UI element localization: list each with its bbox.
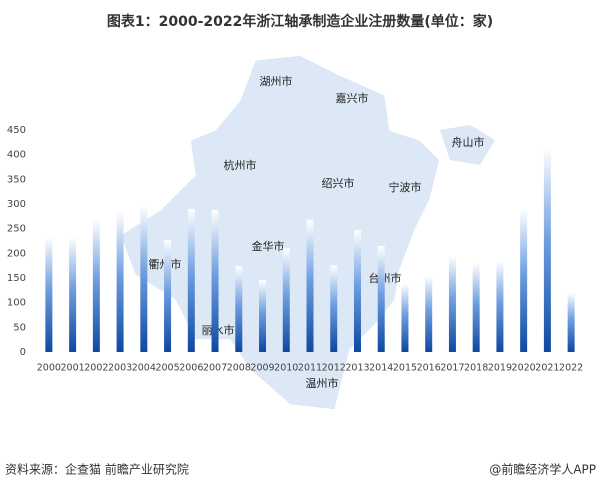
x-tick-label: 2022 (559, 363, 583, 374)
map-label: 金华市 (252, 239, 285, 253)
bar (567, 292, 575, 352)
x-tick-label: 2009 (250, 363, 274, 374)
bar (259, 279, 267, 352)
x-tick-label: 2000 (37, 363, 61, 374)
map-label: 温州市 (306, 376, 339, 390)
chart-title: 图表1：2000-2022年浙江轴承制造企业注册数量(单位：家) (107, 13, 493, 30)
map-label: 台州市 (369, 271, 402, 285)
bar (401, 283, 409, 352)
x-tick-label: 2004 (132, 363, 156, 374)
bar (164, 240, 172, 352)
map-label: 宁波市 (389, 180, 422, 194)
x-tick-label: 2013 (345, 363, 369, 374)
y-tick-label: 400 (7, 150, 26, 161)
x-tick-label: 2018 (464, 363, 488, 374)
bar (496, 260, 504, 352)
bar (116, 211, 124, 352)
bar (306, 219, 314, 352)
y-tick-label: 300 (7, 199, 26, 210)
bar (448, 255, 456, 352)
bar (140, 204, 148, 352)
x-tick-label: 2002 (84, 363, 108, 374)
x-tick-label: 2015 (393, 363, 417, 374)
source: 资料来源：企查猫 前瞻产业研究院 (5, 462, 189, 477)
x-tick-label: 2001 (61, 363, 85, 374)
x-tick-label: 2021 (535, 363, 559, 374)
map (119, 54, 441, 411)
y-tick-label: 0 (20, 347, 26, 358)
bar (69, 237, 77, 352)
x-tick-label: 2008 (227, 363, 251, 374)
map-label: 舟山市 (452, 135, 485, 149)
bar (520, 208, 528, 352)
y-tick-label: 250 (7, 224, 26, 235)
x-tick-label: 2020 (512, 363, 536, 374)
y-tick-label: 450 (7, 125, 26, 136)
bar (330, 265, 338, 352)
bar (377, 245, 385, 352)
map-label: 嘉兴市 (336, 91, 369, 105)
x-tick-label: 2007 (203, 363, 227, 374)
x-tick-label: 2019 (488, 363, 512, 374)
map-label: 杭州市 (224, 158, 257, 172)
x-tick-label: 2005 (155, 363, 179, 374)
x-tick-label: 2003 (108, 363, 132, 374)
map (440, 125, 495, 165)
bar (282, 247, 290, 352)
brand: @前瞻经济学人APP (489, 462, 596, 477)
x-tick-label: 2017 (440, 363, 464, 374)
x-tick-label: 2011 (298, 363, 322, 374)
bar (543, 147, 551, 352)
x-tick-label: 2016 (417, 363, 441, 374)
bar (425, 276, 433, 352)
x-tick-label: 2010 (274, 363, 298, 374)
bar (211, 209, 219, 352)
x-tick-label: 2014 (369, 363, 393, 374)
map-label: 湖州市 (260, 74, 293, 88)
bar (353, 230, 361, 352)
y-tick-label: 200 (7, 248, 26, 259)
bar (92, 219, 100, 352)
bar (235, 266, 243, 352)
x-tick-label: 2006 (179, 363, 203, 374)
map-label: 绍兴市 (322, 176, 355, 190)
y-tick-label: 50 (13, 322, 26, 333)
x-tick-label: 2012 (322, 363, 346, 374)
y-tick-label: 100 (7, 298, 26, 309)
bar (187, 208, 195, 352)
y-tick-label: 150 (7, 273, 26, 284)
bar (472, 262, 480, 352)
bar (45, 237, 53, 352)
y-tick-label: 350 (7, 174, 26, 185)
